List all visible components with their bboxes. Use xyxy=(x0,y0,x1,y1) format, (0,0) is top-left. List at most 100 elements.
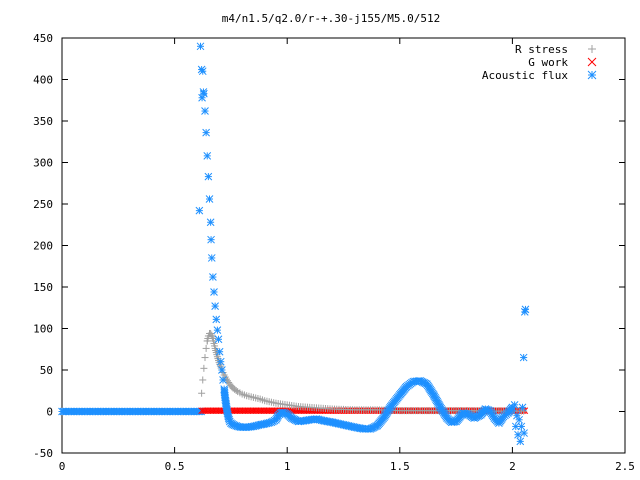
g-work-point xyxy=(268,407,276,415)
y-tick-label: 400 xyxy=(33,74,53,87)
g-work-point xyxy=(209,407,217,415)
acoustic-flux-point xyxy=(216,357,225,366)
acoustic-flux-point xyxy=(209,273,217,281)
g-work-point xyxy=(305,407,313,415)
series-acoustic-flux-flat xyxy=(58,407,206,416)
y-tick-label: 250 xyxy=(33,198,53,211)
y-tick-label: 300 xyxy=(33,157,53,170)
acoustic-flux-point xyxy=(200,89,208,98)
g-work-point xyxy=(199,407,207,415)
g-work-point xyxy=(204,407,212,415)
acoustic-flux-point xyxy=(215,347,224,356)
g-work-point xyxy=(260,407,268,415)
x-tick-label: 1 xyxy=(284,460,291,473)
g-work-point xyxy=(241,407,249,415)
acoustic-flux-point xyxy=(211,302,219,310)
y-tick-label: -50 xyxy=(33,447,53,460)
g-work-point xyxy=(203,407,210,415)
g-work-point xyxy=(294,407,301,415)
g-work-point xyxy=(356,407,364,415)
acoustic-flux-point xyxy=(207,235,215,244)
g-work-point xyxy=(239,407,247,415)
acoustic-flux-point xyxy=(203,152,212,160)
legend-label: G work xyxy=(528,56,568,69)
acoustic-flux-point xyxy=(219,376,227,384)
g-work-point xyxy=(345,407,353,415)
r-stress-point xyxy=(207,329,215,337)
plot-frame xyxy=(61,37,626,454)
g-work-point xyxy=(231,407,239,415)
series-acoustic-flux xyxy=(195,42,530,446)
g-work-point xyxy=(311,407,319,415)
g-work-point xyxy=(246,407,253,415)
axes: 0 0.5 1 1.5 2 2.5 -50 0 50 100 150 200 250 300 350 400 4… xyxy=(33,32,635,473)
g-work-point xyxy=(201,407,209,415)
acoustic-flux-point xyxy=(516,437,525,446)
g-work-point xyxy=(252,407,260,415)
acoustic-flux-point xyxy=(214,335,223,344)
r-stress-point xyxy=(201,354,209,362)
acoustic-flux-point xyxy=(196,42,205,51)
g-work-point xyxy=(263,407,271,415)
g-work-point xyxy=(236,407,244,415)
legend-label: Acoustic flux xyxy=(482,69,568,82)
r-stress-point xyxy=(208,333,216,341)
g-work-point xyxy=(355,407,362,415)
r-stress-point xyxy=(200,364,208,372)
x-tick-label: 2 xyxy=(509,460,516,473)
acoustic-flux-point xyxy=(210,288,218,296)
g-work-point xyxy=(350,407,357,415)
g-work-point xyxy=(339,407,346,415)
acoustic-flux-point xyxy=(207,254,216,262)
r-stress-point xyxy=(198,389,206,397)
g-work-point xyxy=(300,407,308,415)
acoustic-flux-point xyxy=(205,195,214,203)
g-work-point xyxy=(361,407,369,415)
acoustic-flux-point xyxy=(520,429,528,437)
g-work-point xyxy=(238,407,245,415)
y-tick-label: 450 xyxy=(33,32,53,45)
series-r-stress xyxy=(198,329,528,415)
acoustic-flux-point xyxy=(515,415,524,424)
acoustic-flux-point xyxy=(510,401,519,409)
y-tick-label: 100 xyxy=(33,323,53,336)
acoustic-flux-point xyxy=(202,128,210,137)
g-work-point xyxy=(265,407,273,415)
acoustic-flux-point xyxy=(212,315,221,324)
g-work-point xyxy=(255,407,263,415)
g-work-point xyxy=(207,407,215,415)
acoustic-flux-point xyxy=(511,422,520,431)
x-tick-label: 0 xyxy=(59,460,66,473)
y-tick-label: 150 xyxy=(33,281,53,294)
acoustic-flux-point xyxy=(518,403,527,412)
legend-marker xyxy=(587,70,597,80)
data-marks xyxy=(58,42,530,446)
r-stress-point xyxy=(208,331,216,339)
acoustic-flux-point xyxy=(514,430,522,439)
acoustic-flux-point xyxy=(519,353,528,362)
g-work-point xyxy=(212,407,220,415)
g-work-point xyxy=(251,407,258,415)
acoustic-flux-point xyxy=(204,172,213,181)
g-work-point xyxy=(215,407,223,415)
g-work-point xyxy=(244,407,252,415)
g-work-point xyxy=(377,407,385,415)
g-work-point xyxy=(343,407,351,415)
y-tick-label: 350 xyxy=(33,115,53,128)
g-work-point xyxy=(211,407,218,415)
acoustic-flux-point xyxy=(195,206,204,215)
legend-marker xyxy=(588,45,596,53)
y-tick-label: 200 xyxy=(33,240,53,253)
r-stress-point xyxy=(232,386,240,394)
g-work-point xyxy=(262,407,269,415)
acoustic-flux-point xyxy=(201,107,209,115)
g-work-point xyxy=(233,407,241,415)
g-work-point xyxy=(235,407,242,415)
y-tick-label: 50 xyxy=(40,364,53,377)
x-tick-label: 1.5 xyxy=(390,460,410,473)
g-work-point xyxy=(214,407,221,415)
g-work-point xyxy=(243,407,250,415)
x-tick-label: 2.5 xyxy=(615,460,635,473)
